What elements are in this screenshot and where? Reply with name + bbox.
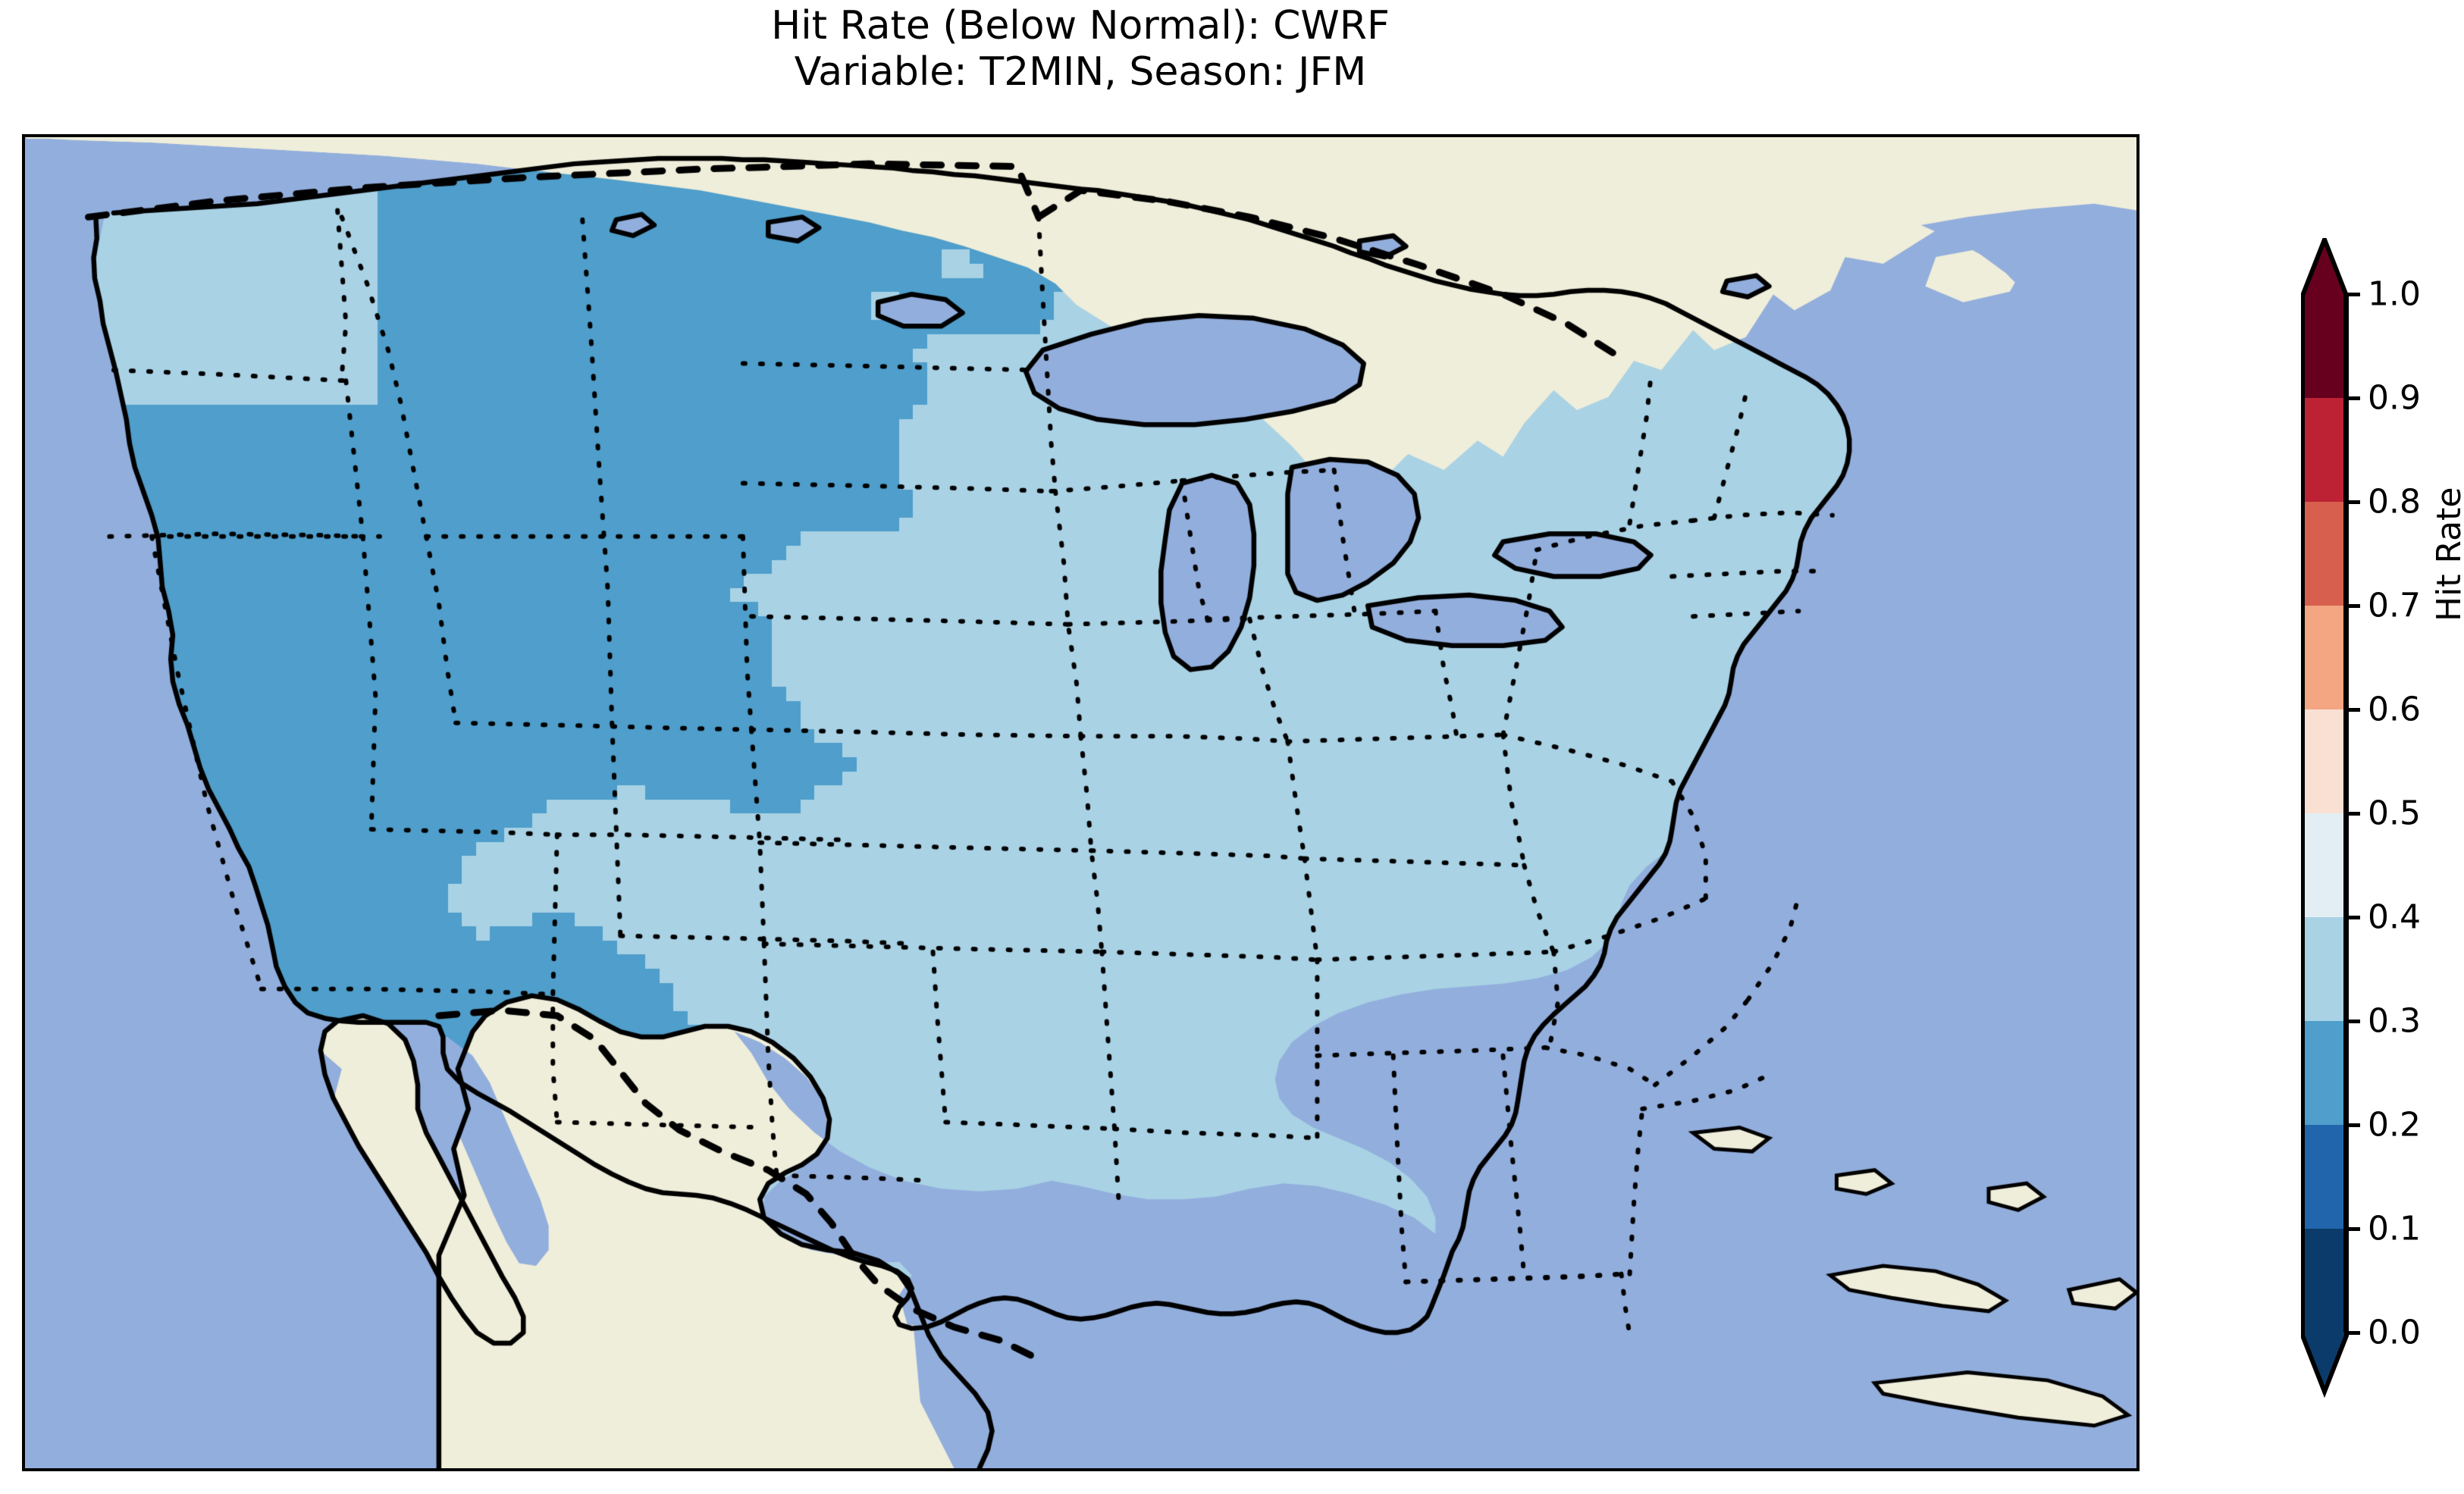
colorbar-tick-5 <box>2345 811 2360 816</box>
colorbar-tick-7 <box>2345 1019 2360 1023</box>
chart-title: Hit Rate (Below Normal): CWRF Variable: … <box>0 3 2161 96</box>
title-line-1: Hit Rate (Below Normal): CWRF <box>771 3 1390 49</box>
colorbar-band-8 <box>2303 1125 2345 1229</box>
colorbar-band-1 <box>2303 398 2345 503</box>
colorbar-band-0 <box>2303 294 2345 399</box>
colorbar-tick-label-5: 0.5 <box>2368 794 2421 833</box>
colorbar-tick-label-9: 0.1 <box>2368 1209 2421 1248</box>
colorbar-band-9 <box>2303 1229 2345 1333</box>
colorbar-band-7 <box>2303 1021 2345 1126</box>
colorbar-bands <box>2303 294 2345 1333</box>
colorbar-tick-label-1: 0.9 <box>2368 378 2421 418</box>
colorbar-tick-6 <box>2345 915 2360 919</box>
map-panel <box>22 134 2140 1471</box>
colorbar-tick-label-7: 0.3 <box>2368 1001 2421 1041</box>
colorbar-tick-label-3: 0.7 <box>2368 586 2421 625</box>
colorbar-tick-9 <box>2345 1226 2360 1231</box>
colorbar-tick-label-8: 0.2 <box>2368 1105 2421 1145</box>
colorbar-band-2 <box>2303 502 2345 606</box>
colorbar-band-3 <box>2303 606 2345 710</box>
colorbar-band-4 <box>2303 709 2345 814</box>
colorbar-tick-8 <box>2345 1123 2360 1127</box>
colorbar: 1.0 0.9 0.8 0.7 0.6 0.5 0.4 0.3 0.2 0.1 0.0 Hit Ra… <box>2301 121 2464 1398</box>
colorbar-tick-10 <box>2345 1330 2360 1335</box>
colorbar-tick-0 <box>2345 292 2360 296</box>
colorbar-tick-label-2: 0.8 <box>2368 482 2421 521</box>
colorbar-axis-label: Hit Rate <box>2430 487 2464 622</box>
colorbar-tick-2 <box>2345 500 2360 504</box>
colorbar-tick-label-10: 0.0 <box>2368 1313 2421 1352</box>
colorbar-tick-3 <box>2345 603 2360 608</box>
colorbar-tick-label-6: 0.4 <box>2368 897 2421 937</box>
colorbar-over-arrow <box>2302 240 2346 294</box>
colorbar-tick-1 <box>2345 396 2360 400</box>
hit-rate-heatmap-canvas <box>25 137 2136 1468</box>
title-line-2: Variable: T2MIN, Season: JFM <box>794 49 1367 96</box>
colorbar-band-5 <box>2303 813 2345 918</box>
colorbar-tick-label-4: 0.6 <box>2368 690 2421 729</box>
colorbar-tick-4 <box>2345 707 2360 712</box>
colorbar-under-arrow <box>2302 1333 2346 1387</box>
colorbar-band-6 <box>2303 917 2345 1022</box>
colorbar-tick-label-0: 1.0 <box>2368 274 2421 314</box>
